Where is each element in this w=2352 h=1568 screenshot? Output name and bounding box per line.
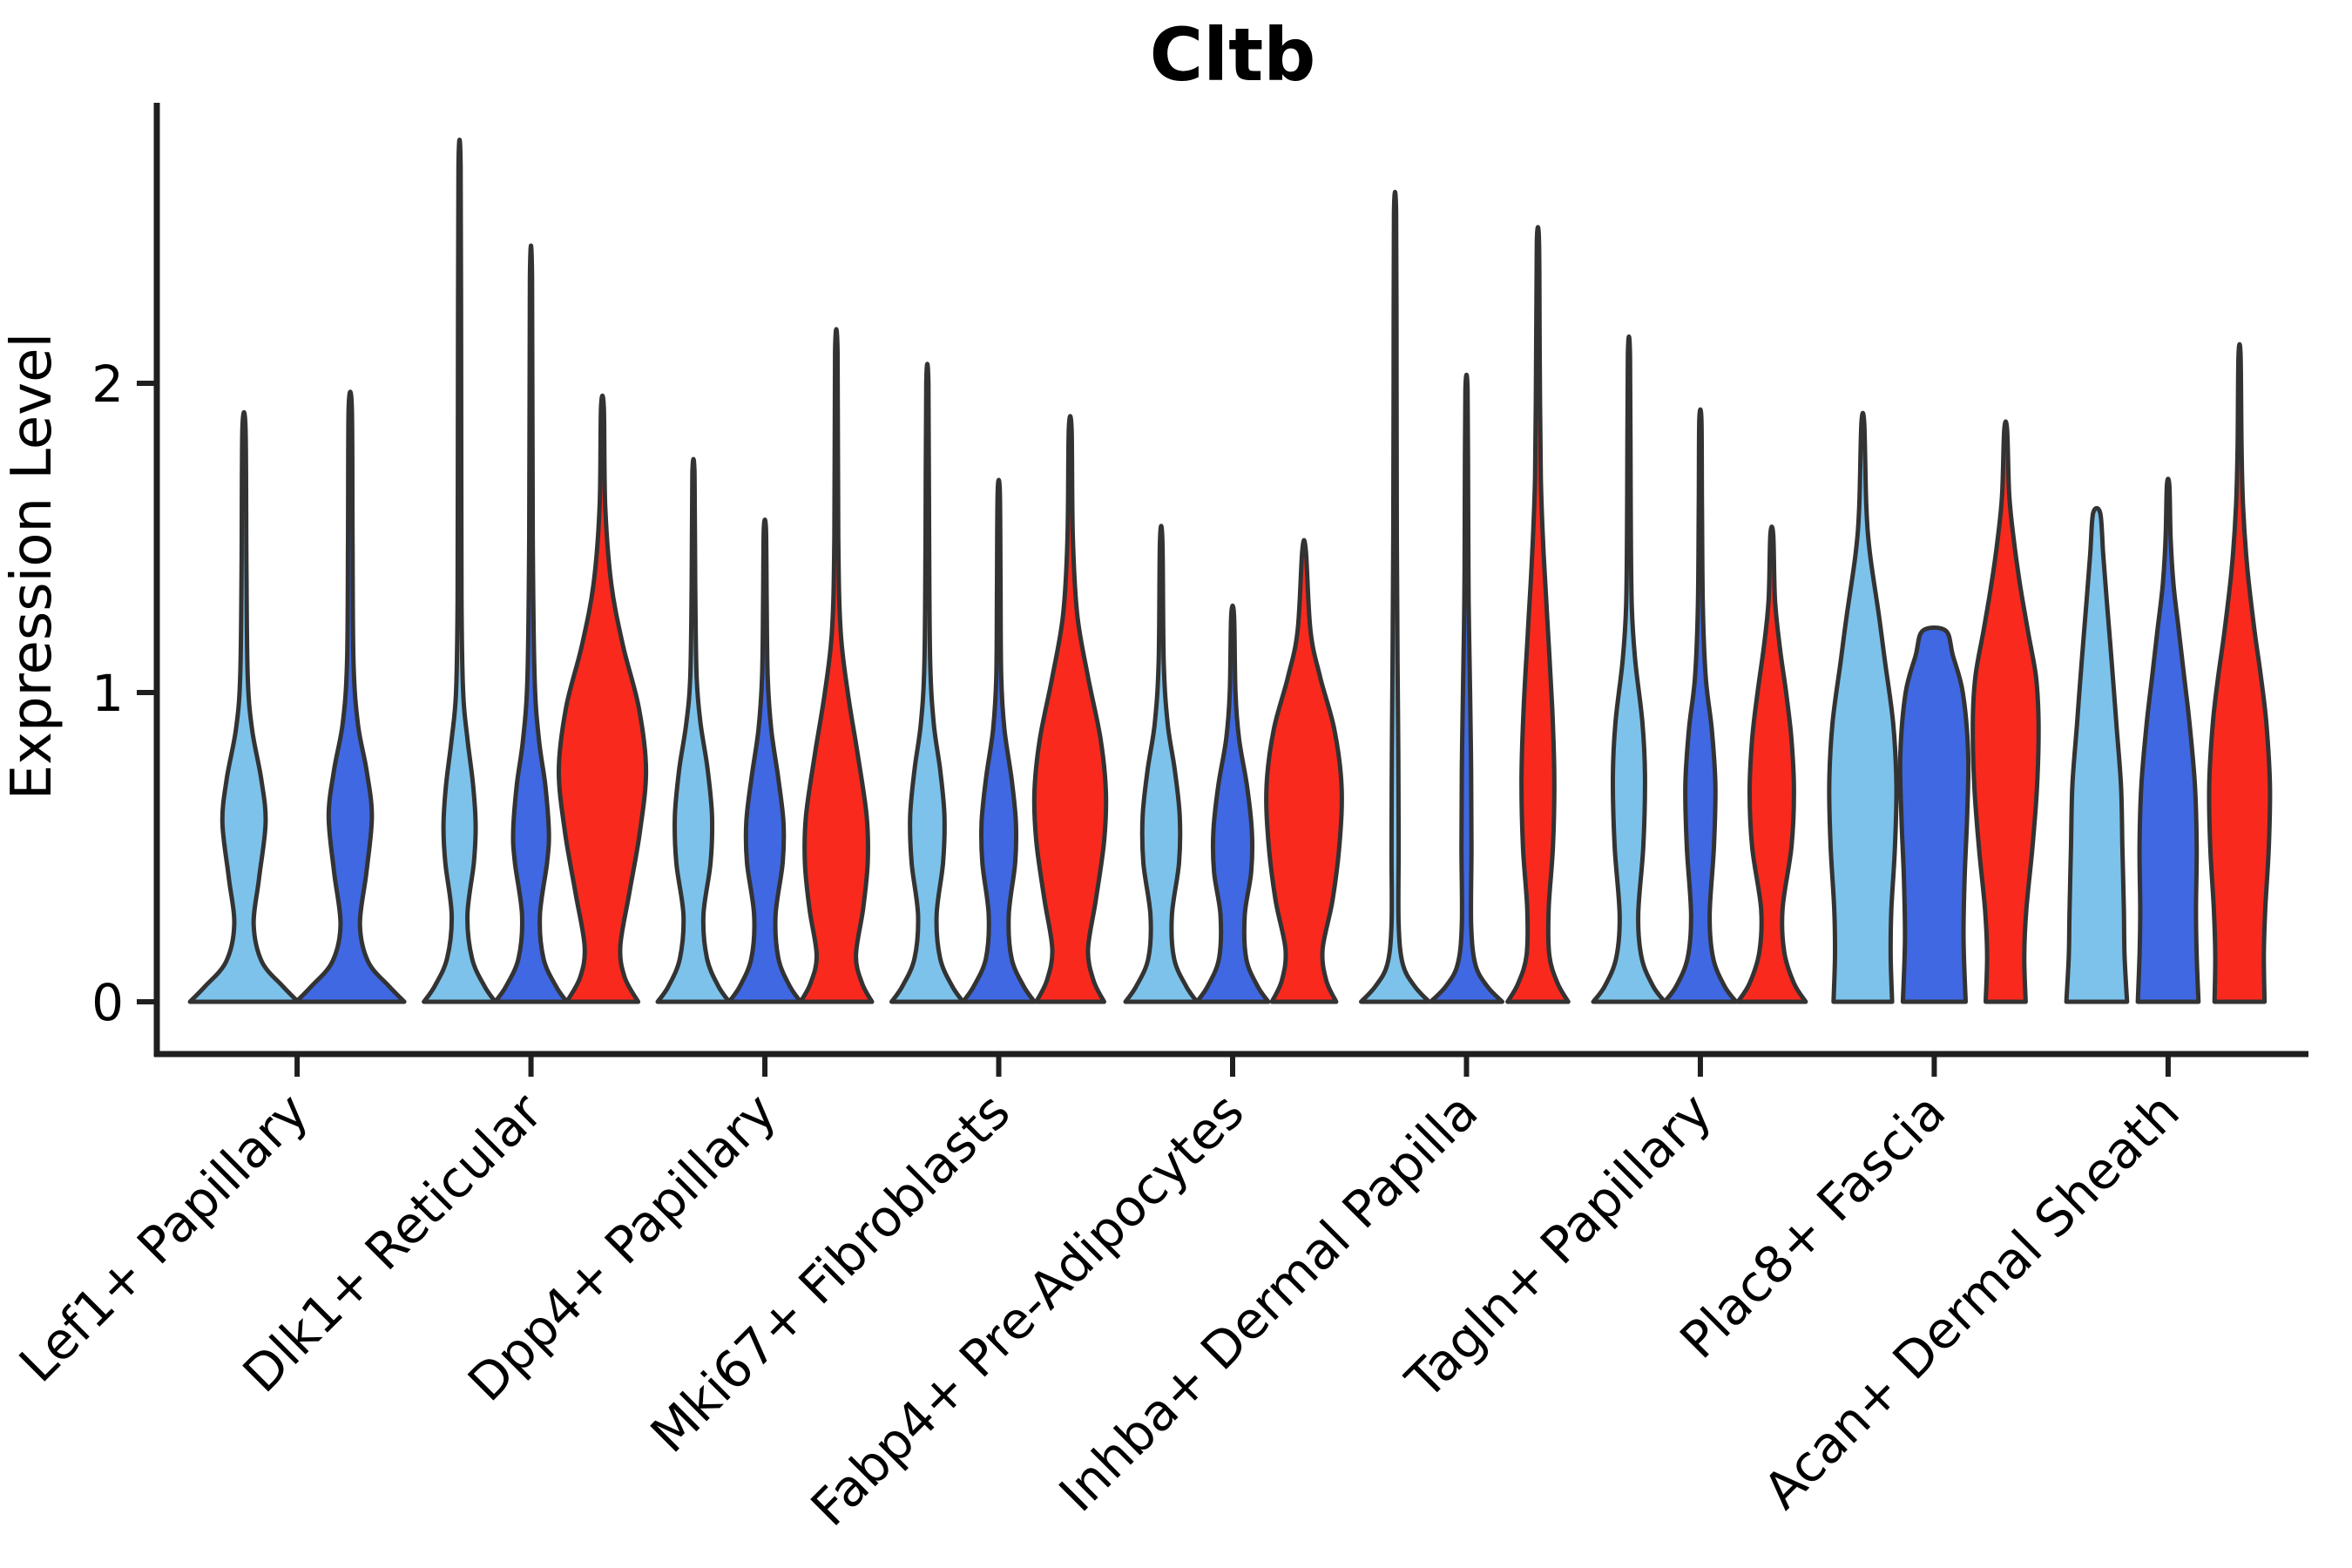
y-tick-label: 1 [91,664,124,723]
violin-royalblue-acan-dermal-sheath [2135,476,2201,1004]
violin-red-fabp4-pre-adipocytes [1264,537,1344,1004]
violin-lightblue-acan-dermal-sheath [2064,505,2130,1004]
y-tick-label: 2 [91,355,124,414]
violin-red-acan-dermal-sheath [2207,341,2273,1004]
violin-lightblue-fabp4-pre-adipocytes [1123,524,1200,1004]
violin-royalblue-plac8-fascia [1897,625,1971,1004]
violin-red-mki67-fibroblasts [1031,414,1109,1004]
violin-lightblue-dpp4-papillary [655,456,732,1004]
violin-royalblue-mki67-fibroblasts [961,477,1037,1004]
violin-lightblue-dlk1-reticular [422,137,498,1004]
violin-royalblue-fabp4-pre-adipocytes [1194,603,1271,1004]
violin-red-dpp4-papillary [798,327,875,1004]
violin-red-tagln-papillary [1735,524,1808,1004]
violin-royalblue-dlk1-reticular [493,243,570,1004]
violin-red-inhba-dermal-papilla [1505,225,1571,1004]
violin-lightblue-lef1-papillary [187,409,301,1004]
violins-layer [187,137,2273,1004]
x-tick-label: Fabp4+ Pre-Adipocytes [800,1082,1255,1538]
violin-royalblue-lef1-papillary [294,389,407,1004]
violin-royalblue-inhba-dermal-papilla [1429,372,1504,1004]
violin-royalblue-dpp4-papillary [727,517,803,1004]
violin-red-dlk1-reticular [556,393,649,1004]
y-axis-label: Expression Level [0,333,64,801]
violin-royalblue-tagln-papillary [1662,407,1739,1004]
violin-lightblue-plac8-fascia [1827,410,1899,1004]
violin-lightblue-mki67-fibroblasts [889,362,965,1004]
violin-lightblue-tagln-papillary [1591,334,1667,1004]
y-tick-label: 0 [91,973,124,1032]
x-tick-label: Acan+ Dermal Sheath [1752,1082,2190,1520]
x-tick-label: Inhba+ Dermal Papilla [1048,1082,1490,1524]
violin-red-plac8-fascia [1970,419,2041,1004]
violin-lightblue-inhba-dermal-papilla [1359,190,1431,1004]
chart-title: Cltb [1150,12,1316,98]
